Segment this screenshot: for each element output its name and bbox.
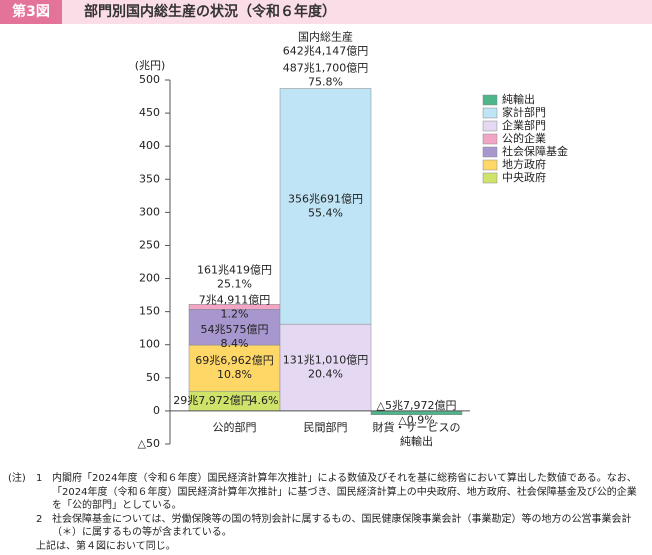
total-share: 25.1% xyxy=(217,277,252,290)
x-tick-label: 財貨・サービスの純輸出 xyxy=(373,420,461,448)
legend-label: 地方政府 xyxy=(502,157,546,171)
y-tick-label: 450 xyxy=(139,106,160,119)
note-prefix: (注) xyxy=(8,473,26,484)
value-label: △5兆7,972億円 xyxy=(377,399,457,412)
y-tick-label: 350 xyxy=(139,172,160,185)
note-row: (注) 1 内閣府「2024年度（令和６年度）国民経済計算年次推計」による数値及びそ… xyxy=(8,472,644,513)
legend-swatch xyxy=(482,133,498,145)
figure-title: 部門別国内総生産の状況（令和６年度） xyxy=(84,4,336,20)
share-label: 20.4% xyxy=(308,368,343,381)
x-tick-label: 公的部門 xyxy=(213,420,257,434)
share-label: 8.4% xyxy=(221,337,249,350)
note-number: 2 xyxy=(36,513,43,525)
note-number: 1 xyxy=(36,473,43,484)
notes: (注) 1 内閣府「2024年度（令和６年度）国民経済計算年次推計」による数値及びそ… xyxy=(8,472,644,553)
note-text: 社会保障基金については、労働保険等の国の特別会計に属するもの、国民健康保険事業会… xyxy=(52,513,632,539)
gdp-value: 642兆4,147億円 xyxy=(283,44,369,57)
legend-swatch xyxy=(482,120,498,132)
y-tick-label: 500 xyxy=(139,73,160,86)
y-tick-label: 200 xyxy=(139,272,160,285)
legend-swatch xyxy=(482,107,498,119)
share-label: 1.2% xyxy=(221,307,249,320)
header-band: 第3図 部門別国内総生産の状況（令和６年度） xyxy=(0,0,652,24)
y-tick-label: 250 xyxy=(139,238,160,251)
note-text: 内閣府「2024年度（令和６年度）国民経済計算年次推計」による数値及びそれを基に… xyxy=(52,473,637,511)
legend-swatch xyxy=(482,146,498,158)
y-tick-label: 50 xyxy=(146,371,160,384)
chart: (兆円) △50 0 50 100 150 200 250 300 350 400 450 500 公的… xyxy=(135,29,568,450)
share-label: △0.9% xyxy=(398,414,434,427)
total-label: 161兆419億円 xyxy=(197,263,272,276)
note-row: 上記は、第４図において同じ。 xyxy=(8,540,644,554)
y-tick-label: 0 xyxy=(153,404,160,417)
legend-swatch xyxy=(482,172,498,184)
y-tick-label: 150 xyxy=(139,305,160,318)
gdp-label: 国内総生産 xyxy=(298,29,353,43)
y-tick-label: 300 xyxy=(139,205,160,218)
legend-label: 公的企業 xyxy=(502,131,546,145)
y-tick-label: 400 xyxy=(139,139,160,152)
value-label: 29兆7,972億円 xyxy=(173,394,252,407)
legend-label: 家計部門 xyxy=(502,105,546,119)
y-axis-label: (兆円) xyxy=(135,59,166,72)
bar-segment xyxy=(188,344,281,392)
bar-segment xyxy=(279,88,372,325)
y-tick-label: 100 xyxy=(139,338,160,351)
note-footer: 上記は、第４図において同じ。 xyxy=(36,540,176,552)
value-label: 7兆4,911億円 xyxy=(199,293,271,306)
value-label: 131兆1,010億円 xyxy=(283,354,369,367)
share-label: 10.8% xyxy=(217,368,252,381)
value-label: 356兆691億円 xyxy=(288,192,363,205)
bar-segment xyxy=(279,323,372,412)
share-label: 4.6% xyxy=(251,394,279,407)
share-label: 55.4% xyxy=(308,206,343,219)
value-label: 69兆6,962億円 xyxy=(195,354,274,367)
total-label: 487兆1,700億円 xyxy=(283,61,369,74)
legend-swatch xyxy=(482,94,498,106)
legend-label: 社会保障基金 xyxy=(502,144,568,158)
figure-badge: 第3図 xyxy=(0,0,62,24)
legend-label: 企業部門 xyxy=(502,118,546,132)
legend-label: 純輸出 xyxy=(502,92,535,106)
x-tick-label: 民間部門 xyxy=(304,420,348,434)
legend-swatch xyxy=(482,159,498,171)
y-tick-label: △50 xyxy=(138,437,160,450)
value-label: 54兆575億円 xyxy=(201,323,269,336)
note-row: 2 社会保障基金については、労働保険等の国の特別会計に属するもの、国民健康保険事業… xyxy=(8,513,644,540)
legend-label: 中央政府 xyxy=(502,170,546,184)
total-share: 75.8% xyxy=(308,75,343,88)
